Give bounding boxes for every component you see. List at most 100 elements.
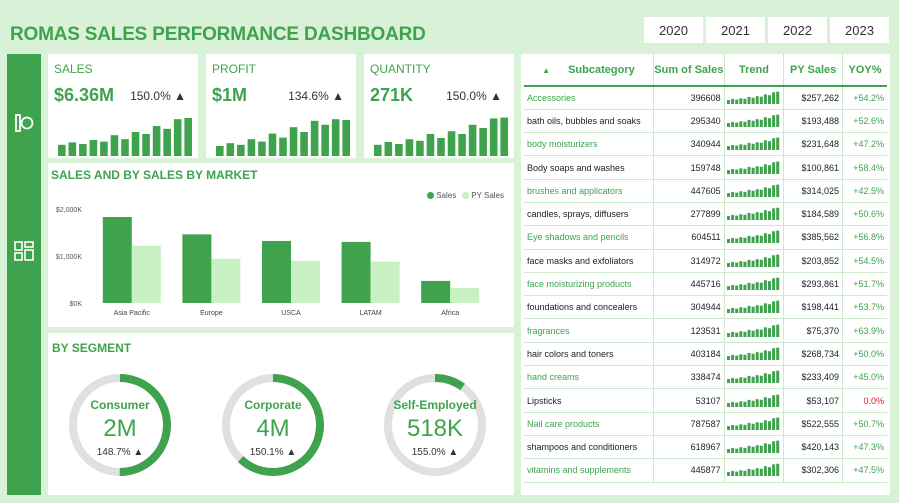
row-trend-sparkline bbox=[726, 417, 779, 430]
py-sales-cell: $198,441 bbox=[783, 295, 843, 320]
sparkline-bar bbox=[226, 143, 235, 156]
trend-bar bbox=[763, 233, 767, 244]
table-row[interactable]: bath oils, bubbles and soaks 295340 $193,4… bbox=[524, 109, 887, 134]
table-row[interactable]: Lipsticks 53107 $53,107 0.0% bbox=[524, 388, 887, 413]
trend-bar bbox=[771, 92, 775, 104]
donut-corporate[interactable]: Corporate 4M 150.1% ▲ bbox=[219, 371, 327, 479]
trend-bar bbox=[759, 166, 763, 174]
column-header-yoy[interactable]: YOY% bbox=[842, 54, 887, 87]
kpi-value: $6.36M bbox=[54, 85, 115, 105]
trend-bar bbox=[738, 307, 742, 314]
bar-sales[interactable] bbox=[341, 241, 371, 303]
table-row[interactable]: vitamins and supplements 445877 $302,306 +4… bbox=[524, 458, 887, 483]
year-button-2020[interactable]: 2020 bbox=[644, 17, 703, 43]
table-row[interactable]: Nail care products 787587 $522,555 +50.7% bbox=[524, 412, 887, 436]
trend-bar bbox=[755, 212, 759, 221]
subcategory-cell: Body soaps and washes bbox=[524, 155, 654, 180]
table-row[interactable]: body moisturizers 340944 $231,648 +47.2% bbox=[524, 132, 887, 157]
table-row[interactable]: face moisturizing products 445716 $293,861… bbox=[524, 272, 887, 297]
column-header-subcategory[interactable]: ▲ Subcategory bbox=[524, 54, 654, 87]
legend-item-sales[interactable]: Sales bbox=[427, 191, 456, 200]
bar-py-sales[interactable] bbox=[370, 261, 400, 303]
trend-bar bbox=[759, 306, 763, 314]
legend-item-py-sales[interactable]: PY Sales bbox=[462, 191, 504, 200]
trend-bar bbox=[763, 163, 767, 174]
dashboard-grid-icon[interactable] bbox=[13, 240, 35, 262]
trend-bar bbox=[738, 260, 742, 267]
table-row[interactable]: hair colors and toners 403184 $268,734 +50.… bbox=[524, 342, 887, 367]
trend-bar bbox=[738, 191, 742, 197]
column-header-trend[interactable]: Trend bbox=[724, 54, 785, 87]
trend-bar bbox=[751, 376, 755, 384]
sum-of-sales-cell: 304944 bbox=[653, 295, 725, 320]
bar-py-sales[interactable] bbox=[131, 245, 161, 303]
donut-consumer[interactable]: Consumer 2M 148.7% ▲ bbox=[66, 371, 174, 479]
trend-bar bbox=[759, 375, 763, 384]
trend-bar bbox=[730, 191, 734, 197]
brand-logo-icon[interactable] bbox=[13, 112, 35, 134]
trend-bar bbox=[730, 238, 734, 244]
sparkline-bar bbox=[247, 139, 256, 156]
table-row[interactable]: shampoos and conditioners 618967 $420,143 +… bbox=[524, 435, 887, 460]
table-row[interactable]: Accessories 396608 $257,262 +54.2% bbox=[524, 86, 887, 110]
sparkline-bar bbox=[405, 139, 414, 156]
row-trend-sparkline bbox=[726, 254, 779, 267]
subcategory-cell: face moisturizing products bbox=[524, 272, 654, 297]
table-row[interactable]: brushes and applicators 447605 $314,025 +42… bbox=[524, 179, 887, 203]
donut-self-employed[interactable]: Self-Employed 518K 155.0% ▲ bbox=[381, 371, 489, 479]
kpi-change: 150.0% ▲ bbox=[446, 89, 502, 103]
trend-bar bbox=[734, 308, 738, 314]
year-button-2023[interactable]: 2023 bbox=[830, 17, 889, 43]
bar-sales[interactable] bbox=[421, 280, 451, 303]
sort-ascending-icon[interactable]: ▲ bbox=[542, 65, 551, 75]
trend-bar bbox=[751, 120, 755, 127]
trend-bar bbox=[763, 396, 767, 407]
trend-bar bbox=[730, 121, 734, 127]
bar-sales[interactable] bbox=[182, 234, 212, 303]
kpi-value: $1M bbox=[212, 85, 248, 105]
trend-bar bbox=[755, 445, 759, 454]
sparkline-bar bbox=[468, 124, 477, 156]
trend-bar bbox=[751, 470, 755, 477]
table-row[interactable]: hand creams 338474 $233,409 +45.0% bbox=[524, 365, 887, 390]
sum-of-sales-cell: 396608 bbox=[653, 86, 725, 110]
trend-bar bbox=[767, 234, 771, 244]
table-row[interactable]: candles, sprays, diffusers 277899 $184,589… bbox=[524, 202, 887, 227]
trend-bar bbox=[751, 167, 755, 174]
table-row[interactable]: foundations and concealers 304944 $198,441… bbox=[524, 295, 887, 320]
sum-of-sales-cell: 403184 bbox=[653, 342, 725, 367]
year-button-2022[interactable]: 2022 bbox=[768, 17, 827, 43]
trend-bar bbox=[759, 119, 763, 127]
trend-bar bbox=[771, 138, 775, 151]
subcategory-cell: vitamins and supplements bbox=[524, 458, 654, 483]
table-row[interactable]: face masks and exfoliators 314972 $203,852… bbox=[524, 249, 887, 273]
sum-of-sales-cell: 447605 bbox=[653, 179, 725, 203]
bar-sales[interactable] bbox=[102, 216, 132, 303]
bar-py-sales[interactable] bbox=[291, 260, 320, 303]
trend-bar bbox=[747, 259, 751, 267]
trend-bar bbox=[751, 97, 755, 104]
trend-bar bbox=[759, 352, 763, 360]
bar-py-sales[interactable] bbox=[211, 258, 241, 303]
trend-bar bbox=[763, 420, 767, 430]
table-row[interactable]: Eye shadows and pencils 604511 $385,562 +56… bbox=[524, 225, 887, 250]
year-button-2021[interactable]: 2021 bbox=[706, 17, 765, 43]
trend-bar bbox=[747, 469, 751, 477]
trend-bar bbox=[767, 351, 771, 360]
bar-sales[interactable] bbox=[262, 240, 291, 303]
segment-value: 518K bbox=[406, 415, 464, 442]
trend-bar bbox=[738, 167, 742, 174]
bar-py-sales[interactable] bbox=[450, 287, 480, 303]
trend-bar bbox=[738, 400, 742, 407]
table-row[interactable]: Body soaps and washes 159748 $100,861 +58.4… bbox=[524, 155, 887, 180]
row-trend-sparkline bbox=[726, 207, 779, 221]
yoy-cell: +58.4% bbox=[842, 155, 887, 180]
sparkline-bar bbox=[447, 131, 456, 156]
column-header-py-sales[interactable]: PY Sales bbox=[783, 54, 843, 87]
table-row[interactable]: fragrances 123531 $75,370 +63.9% bbox=[524, 318, 887, 343]
trend-bar bbox=[747, 96, 751, 104]
trend-bar bbox=[759, 422, 763, 430]
trend-cell bbox=[724, 155, 785, 180]
column-header-sum-of-sales[interactable]: Sum of Sales bbox=[653, 54, 725, 87]
subcategory-cell: shampoos and conditioners bbox=[524, 435, 654, 460]
